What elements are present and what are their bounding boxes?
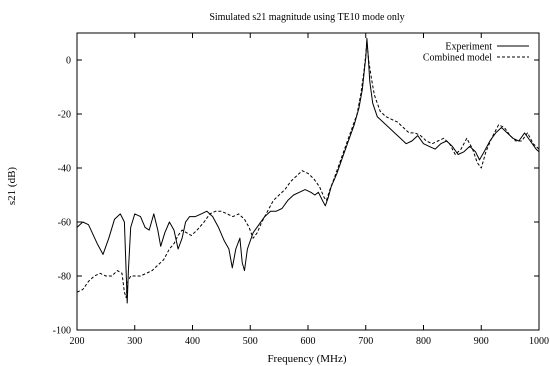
y-tick-label: -60 — [58, 218, 71, 229]
x-tick-label: 200 — [70, 336, 85, 347]
y-tick-label: 0 — [66, 56, 71, 67]
x-tick-label: 700 — [358, 336, 373, 347]
x-tick-label: 400 — [185, 336, 200, 347]
x-axis: 200 300 400 500 600 700 800 900 1000 — [70, 33, 549, 347]
y-tick-label: -100 — [53, 326, 71, 337]
y-tick-label: -40 — [58, 164, 71, 175]
x-tick-label: 600 — [301, 336, 316, 347]
legend-label: Experiment — [445, 42, 492, 53]
y-axis: 0 -20 -40 -60 -80 -100 — [53, 56, 539, 337]
chart-title: Simulated s21 magnitude using TE10 mode … — [209, 12, 404, 23]
y-tick-label: -80 — [58, 272, 71, 283]
x-tick-label: 1000 — [529, 336, 549, 347]
y-axis-label: s21 (dB) — [6, 167, 18, 206]
x-tick-label: 900 — [474, 336, 489, 347]
x-tick-label: 800 — [416, 336, 431, 347]
y-tick-label: -20 — [58, 110, 71, 121]
x-tick-label: 300 — [127, 336, 142, 347]
series-line-experiment — [76, 37, 540, 304]
x-tick-label: 500 — [243, 336, 258, 347]
legend-label: Combined model — [423, 53, 492, 64]
plot-frame — [76, 32, 540, 331]
series-line-combined-model — [76, 40, 540, 299]
series-layer — [76, 37, 540, 304]
x-axis-label: Frequency (MHz) — [267, 353, 346, 365]
